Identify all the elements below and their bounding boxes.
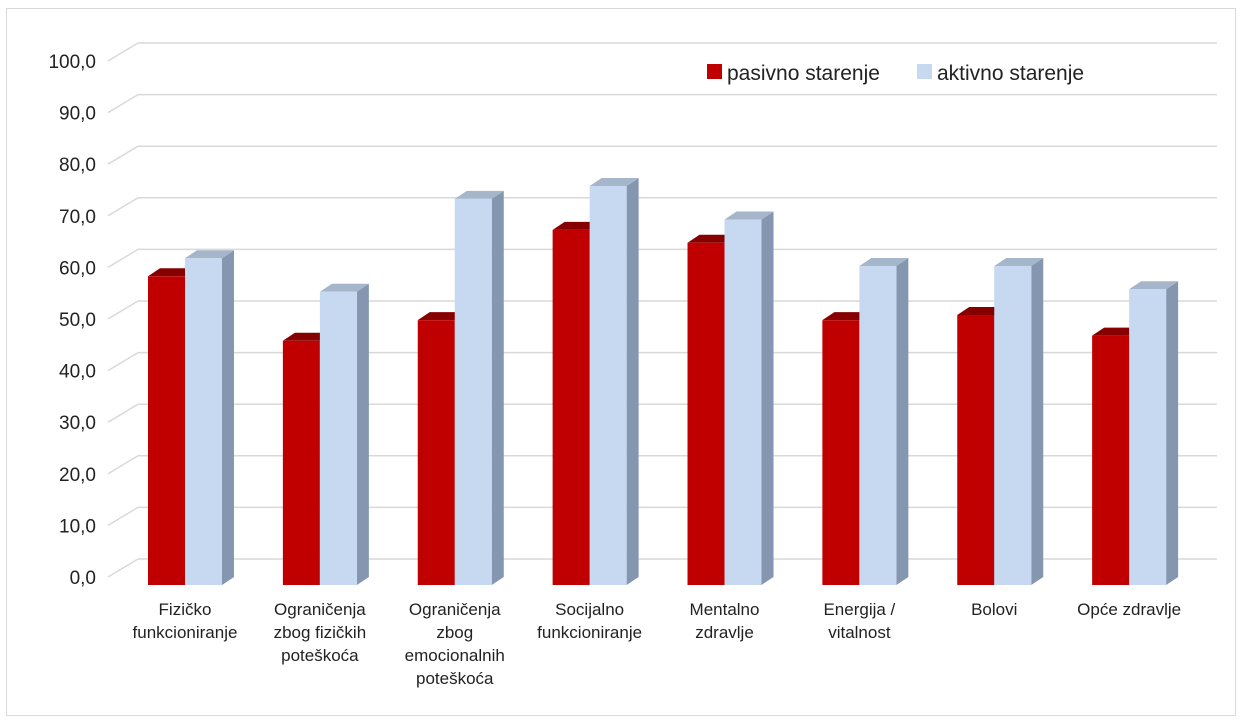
bar-side xyxy=(896,257,909,585)
legend-swatch-aktivno xyxy=(917,64,932,79)
gridline-diagonal xyxy=(107,93,139,114)
bar-aktivno-0 xyxy=(185,258,222,585)
x-category-label: Opće zdravlje xyxy=(1077,600,1181,619)
bar-top xyxy=(319,283,369,292)
bar-top xyxy=(994,257,1044,266)
bar-aktivno-3 xyxy=(589,186,627,585)
bar-side xyxy=(1031,257,1044,585)
gridline-diagonal xyxy=(107,455,139,475)
bar-pasivno-2 xyxy=(417,320,455,585)
bar-side xyxy=(761,211,774,586)
bar-top xyxy=(1092,327,1142,336)
gridlines xyxy=(107,42,1217,578)
bar-top xyxy=(552,221,602,230)
bar-top xyxy=(859,257,909,266)
bar-aktivno-1 xyxy=(319,291,357,585)
y-axis-ticks: 0,0 10,0 20,0 30,0 40,0 50,0 60,0 70,0 80,0 90,0 1… xyxy=(48,52,96,589)
gridline-diagonal xyxy=(107,248,139,269)
x-category-label: Socijalno funkcioniranje xyxy=(537,600,642,642)
bar-top xyxy=(687,234,737,243)
bars xyxy=(148,178,1179,586)
legend-swatch-pasivno xyxy=(707,64,722,79)
bar-side xyxy=(222,250,234,586)
y-tick-label: 30,0 xyxy=(59,413,96,434)
gridline-diagonal xyxy=(107,403,139,423)
bar-aktivno-4 xyxy=(724,219,762,586)
y-tick-label: 40,0 xyxy=(59,362,96,383)
legend-label-pasivno: pasivno starenje xyxy=(727,62,880,85)
gridline-diagonal xyxy=(107,558,139,578)
x-category-label: Bolovi xyxy=(971,600,1017,619)
bar-aktivno-6 xyxy=(994,265,1032,585)
y-tick-label: 80,0 xyxy=(59,155,96,176)
gridline-diagonal xyxy=(107,300,139,320)
legend: pasivno starenje aktivno starenje xyxy=(707,62,1084,85)
bar-top xyxy=(454,190,504,199)
bar-top xyxy=(724,211,774,220)
gridline-diagonal xyxy=(107,42,139,62)
gridline-diagonal xyxy=(107,506,139,527)
y-tick-label: 20,0 xyxy=(59,465,96,486)
y-tick-label: 100,0 xyxy=(48,52,96,73)
bar-pasivno-0 xyxy=(148,276,185,585)
bar-pasivno-3 xyxy=(552,229,590,586)
bar-top xyxy=(282,332,332,341)
x-category-label: Mentalno zdravlje xyxy=(690,600,760,642)
bar-pasivno-7 xyxy=(1092,335,1130,585)
legend-label-aktivno: aktivno starenje xyxy=(937,62,1084,85)
x-category-label: Fizičko funkcioniranje xyxy=(133,600,238,642)
gridline-diagonal xyxy=(107,197,139,217)
gridline-diagonal xyxy=(107,351,139,372)
x-category-label: Ograničenja zbog emocionalnih poteškoća xyxy=(405,600,505,688)
x-category-label: Ograničenja zbog fizičkih poteškoća xyxy=(274,600,367,665)
bar-top xyxy=(185,250,234,259)
bar-side xyxy=(1166,281,1179,585)
bar-aktivno-2 xyxy=(454,198,492,585)
x-axis-labels: Fizičko funkcioniranje Ograničenja zbog fiz… xyxy=(133,600,1182,688)
bar-top xyxy=(148,268,197,277)
bar-chart: 0,0 10,0 20,0 30,0 40,0 50,0 60,0 70,0 80,0 90,0 1… xyxy=(48,42,1217,688)
gridline-diagonal xyxy=(107,145,139,165)
bar-aktivno-5 xyxy=(859,265,897,585)
bar-top xyxy=(957,307,1007,315)
bar-side xyxy=(491,190,504,585)
y-tick-label: 0,0 xyxy=(70,568,96,589)
bar-aktivno-7 xyxy=(1129,289,1167,585)
bar-top xyxy=(1129,281,1179,290)
bar-top xyxy=(822,312,872,321)
bar-top xyxy=(589,178,639,186)
bar-pasivno-4 xyxy=(687,242,725,585)
y-tick-label: 10,0 xyxy=(59,516,96,537)
bar-pasivno-6 xyxy=(957,315,995,585)
x-category-label: Energija / vitalnost xyxy=(823,600,895,642)
bar-side xyxy=(356,283,369,585)
bar-side xyxy=(626,178,639,585)
chart-frame: 0,0 10,0 20,0 30,0 40,0 50,0 60,0 70,0 80,0 90,0 1… xyxy=(6,8,1236,716)
bar-pasivno-1 xyxy=(282,340,320,585)
y-tick-label: 60,0 xyxy=(59,258,96,279)
y-tick-label: 50,0 xyxy=(59,310,96,331)
y-tick-label: 90,0 xyxy=(59,104,96,125)
bar-pasivno-5 xyxy=(822,320,860,585)
y-tick-label: 70,0 xyxy=(59,207,96,228)
bar-top xyxy=(417,312,467,321)
